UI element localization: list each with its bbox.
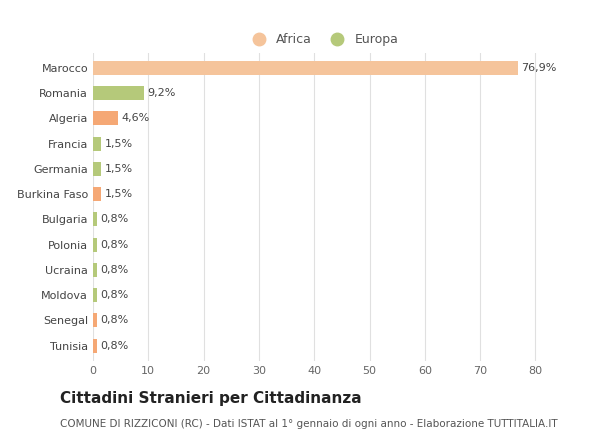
Text: COMUNE DI RIZZICONI (RC) - Dati ISTAT al 1° gennaio di ogni anno - Elaborazione : COMUNE DI RIZZICONI (RC) - Dati ISTAT al… xyxy=(60,419,557,429)
Bar xyxy=(93,137,101,150)
Text: Cittadini Stranieri per Cittadinanza: Cittadini Stranieri per Cittadinanza xyxy=(60,391,362,406)
Bar xyxy=(93,187,101,201)
Bar xyxy=(93,263,97,277)
Bar xyxy=(93,288,97,302)
Legend: Africa, Europa: Africa, Europa xyxy=(241,28,404,51)
Bar xyxy=(93,238,97,252)
Bar xyxy=(93,339,97,352)
Text: 1,5%: 1,5% xyxy=(104,139,133,149)
Text: 76,9%: 76,9% xyxy=(521,63,557,73)
Text: 0,8%: 0,8% xyxy=(101,214,129,224)
Bar xyxy=(93,213,97,226)
Bar xyxy=(93,111,118,125)
Text: 0,8%: 0,8% xyxy=(101,341,129,351)
Text: 0,8%: 0,8% xyxy=(101,240,129,249)
Text: 0,8%: 0,8% xyxy=(101,315,129,326)
Bar xyxy=(93,86,144,100)
Text: 0,8%: 0,8% xyxy=(101,265,129,275)
Bar xyxy=(93,162,101,176)
Text: 1,5%: 1,5% xyxy=(104,189,133,199)
Text: 0,8%: 0,8% xyxy=(101,290,129,300)
Text: 4,6%: 4,6% xyxy=(122,114,150,124)
Text: 9,2%: 9,2% xyxy=(147,88,176,98)
Bar xyxy=(93,61,518,75)
Bar xyxy=(93,313,97,327)
Text: 1,5%: 1,5% xyxy=(104,164,133,174)
